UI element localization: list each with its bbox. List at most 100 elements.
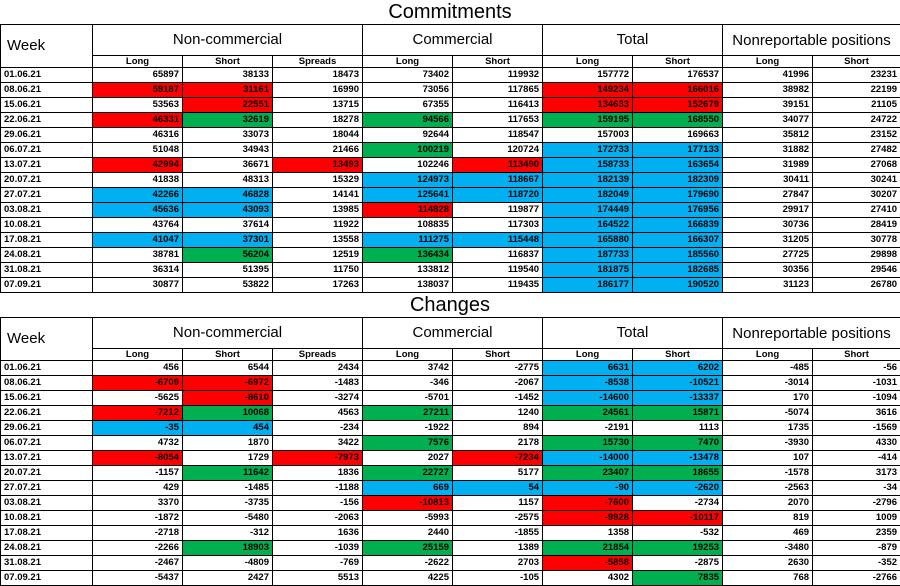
value-cell: 46316 [93,128,183,143]
value-cell: 30736 [723,218,813,233]
value-cell: -156 [273,496,363,511]
value-cell: 182049 [543,188,633,203]
value-cell: -7600 [543,496,633,511]
value-cell: 185560 [633,248,723,263]
value-cell: 116413 [453,98,543,113]
value-cell: -1855 [453,526,543,541]
date-cell: 20.07.21 [1,173,93,188]
value-cell: -8538 [543,376,633,391]
column-header: Short [183,56,273,68]
value-cell: 176537 [633,68,723,83]
column-header: Short [813,349,900,361]
value-cell: -4809 [183,556,273,571]
column-header: Short [633,349,723,361]
value-cell: 174449 [543,203,633,218]
group-header: Nonreportable positions [723,25,900,56]
value-cell: 45636 [93,203,183,218]
date-cell: 20.07.21 [1,466,93,481]
value-cell: 2359 [813,526,900,541]
value-cell: 29917 [723,203,813,218]
date-cell: 01.06.21 [1,361,93,376]
value-cell: 18473 [273,68,363,83]
value-cell: -2191 [543,421,633,436]
group-header: Total [543,318,723,349]
value-cell: -3930 [723,436,813,451]
value-cell: 56204 [183,248,273,263]
value-cell: -9928 [543,511,633,526]
date-cell: 29.06.21 [1,421,93,436]
value-cell: -234 [273,421,363,436]
value-cell: 133812 [363,263,453,278]
value-cell: -2775 [453,361,543,376]
value-cell: 190520 [633,278,723,293]
value-cell: -34 [813,481,900,496]
value-cell: -7212 [93,406,183,421]
value-cell: 158733 [543,158,633,173]
column-header: Long [543,349,633,361]
value-cell: 6631 [543,361,633,376]
value-cell: 1389 [453,541,543,556]
section-title: Commitments [0,0,900,24]
value-cell: 120724 [453,143,543,158]
value-cell: 38982 [723,83,813,98]
column-header: Spreads [273,56,363,68]
value-cell: -2734 [633,496,723,511]
value-cell: 138037 [363,278,453,293]
date-cell: 13.07.21 [1,158,93,173]
value-cell: 2440 [363,526,453,541]
value-cell: 31161 [183,83,273,98]
value-cell: 3370 [93,496,183,511]
date-cell: 31.08.21 [1,556,93,571]
column-header: Long [93,349,183,361]
value-cell: -346 [363,376,453,391]
date-cell: 06.07.21 [1,143,93,158]
value-cell: 134633 [543,98,633,113]
value-cell: 1358 [543,526,633,541]
value-cell: -1922 [363,421,453,436]
value-cell: -3480 [723,541,813,556]
value-cell: 6544 [183,361,273,376]
value-cell: -1031 [813,376,900,391]
value-cell: 5177 [453,466,543,481]
table-row: 08.06.21-6709-6972-1483-346-2067-8538-10… [1,376,900,391]
value-cell: 119540 [453,263,543,278]
value-cell: 38133 [183,68,273,83]
value-cell: 170 [723,391,813,406]
value-cell: 18903 [183,541,273,556]
value-cell: 27211 [363,406,453,421]
value-cell: 15730 [543,436,633,451]
group-header: Nonreportable positions [723,318,900,349]
date-cell: 10.08.21 [1,511,93,526]
value-cell: 42994 [93,158,183,173]
value-cell: -532 [633,526,723,541]
value-cell: -6709 [93,376,183,391]
value-cell: 179690 [633,188,723,203]
value-cell: 46331 [93,113,183,128]
value-cell: 2070 [723,496,813,511]
value-cell: 165880 [543,233,633,248]
value-cell: 73056 [363,83,453,98]
date-cell: 24.08.21 [1,541,93,556]
value-cell: 172733 [543,143,633,158]
value-cell: 119932 [453,68,543,83]
value-cell: -2266 [93,541,183,556]
value-cell: 116837 [453,248,543,263]
value-cell: 37301 [183,233,273,248]
value-cell: 39151 [723,98,813,113]
value-cell: 125641 [363,188,453,203]
value-cell: -5480 [183,511,273,526]
value-cell: -485 [723,361,813,376]
value-cell: -1485 [183,481,273,496]
value-cell: -5437 [93,571,183,586]
value-cell: 186177 [543,278,633,293]
value-cell: 118547 [453,128,543,143]
